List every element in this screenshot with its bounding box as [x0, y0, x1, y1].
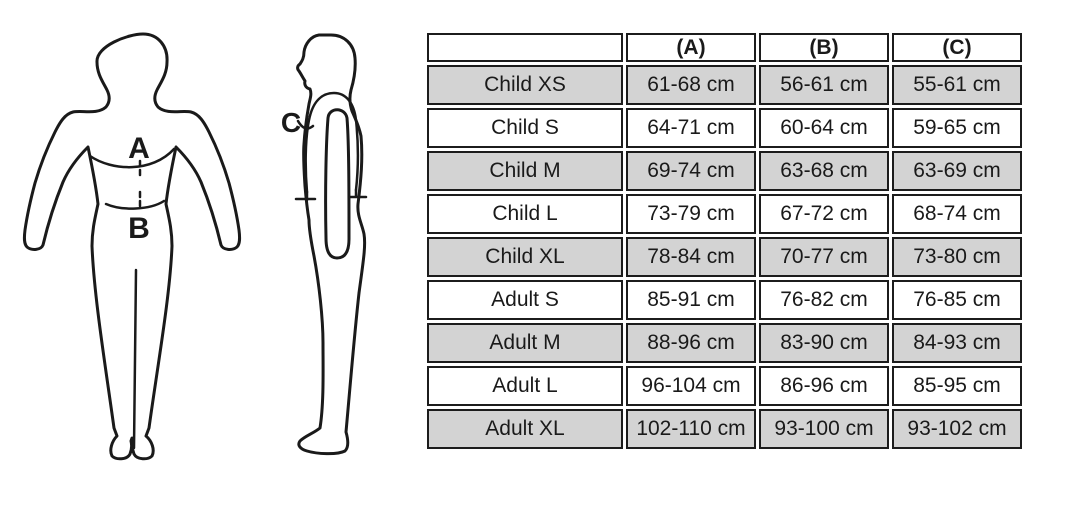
value-b: 60-64 cm [759, 108, 889, 148]
table-row: Adult M 88-96 cm 83-90 cm 84-93 cm [427, 323, 1022, 363]
header-row: (A) (B) (C) [427, 33, 1022, 62]
value-c: 59-65 cm [892, 108, 1022, 148]
value-b: 56-61 cm [759, 65, 889, 105]
header-col-b: (B) [759, 33, 889, 62]
header-col-a: (A) [626, 33, 756, 62]
value-a: 69-74 cm [626, 151, 756, 191]
table-row: Adult XL 102-110 cm 93-100 cm 93-102 cm [427, 409, 1022, 449]
value-c: 76-85 cm [892, 280, 1022, 320]
side-body-figure: C [281, 33, 368, 456]
size-chart-table: (A) (B) (C) Child XS 61-68 cm 56-61 cm 5… [424, 30, 1025, 452]
size-label: Adult M [427, 323, 623, 363]
measurement-label-b: B [128, 212, 150, 245]
value-b: 83-90 cm [759, 323, 889, 363]
value-a: 61-68 cm [626, 65, 756, 105]
center-leg-line [132, 268, 138, 450]
value-a: 78-84 cm [626, 237, 756, 277]
size-label: Child L [427, 194, 623, 234]
value-a: 64-71 cm [626, 108, 756, 148]
size-label: Adult XL [427, 409, 623, 449]
value-a: 73-79 cm [626, 194, 756, 234]
value-b: 67-72 cm [759, 194, 889, 234]
size-label: Adult L [427, 366, 623, 406]
size-label: Child XL [427, 237, 623, 277]
size-label: Child S [427, 108, 623, 148]
value-c: 55-61 cm [892, 65, 1022, 105]
measurement-label-c: C [281, 107, 301, 138]
table-row: Child M 69-74 cm 63-68 cm 63-69 cm [427, 151, 1022, 191]
waist-measure-line [104, 199, 166, 210]
table-row: Adult S 85-91 cm 76-82 cm 76-85 cm [427, 280, 1022, 320]
value-a: 85-91 cm [626, 280, 756, 320]
front-body-figure: A B [22, 32, 242, 461]
size-label: Child M [427, 151, 623, 191]
value-c: 63-69 cm [892, 151, 1022, 191]
value-c: 73-80 cm [892, 237, 1022, 277]
value-a: 88-96 cm [626, 323, 756, 363]
value-a: 102-110 cm [626, 409, 756, 449]
trunk-strap-line [304, 91, 360, 194]
value-c: 68-74 cm [892, 194, 1022, 234]
chest-measure-line [88, 147, 176, 169]
value-b: 63-68 cm [759, 151, 889, 191]
value-c: 93-102 cm [892, 409, 1022, 449]
value-c: 85-95 cm [892, 366, 1022, 406]
measurement-label-a: A [128, 132, 150, 165]
table-row: Adult L 96-104 cm 86-96 cm 85-95 cm [427, 366, 1022, 406]
size-label: Child XS [427, 65, 623, 105]
size-label: Adult S [427, 280, 623, 320]
value-b: 70-77 cm [759, 237, 889, 277]
table-row: Child XS 61-68 cm 56-61 cm 55-61 cm [427, 65, 1022, 105]
side-arm-outline [324, 108, 351, 260]
value-b: 93-100 cm [759, 409, 889, 449]
value-c: 84-93 cm [892, 323, 1022, 363]
label-c-pointer [296, 119, 315, 130]
front-body-outline [22, 32, 242, 461]
value-a: 96-104 cm [626, 366, 756, 406]
header-col-c: (C) [892, 33, 1022, 62]
strap-end-front [294, 190, 317, 202]
header-size-blank [427, 33, 623, 62]
table-row: Child S 64-71 cm 60-64 cm 59-65 cm [427, 108, 1022, 148]
value-b: 86-96 cm [759, 366, 889, 406]
value-b: 76-82 cm [759, 280, 889, 320]
table-row: Child XL 78-84 cm 70-77 cm 73-80 cm [427, 237, 1022, 277]
table-row: Child L 73-79 cm 67-72 cm 68-74 cm [427, 194, 1022, 234]
